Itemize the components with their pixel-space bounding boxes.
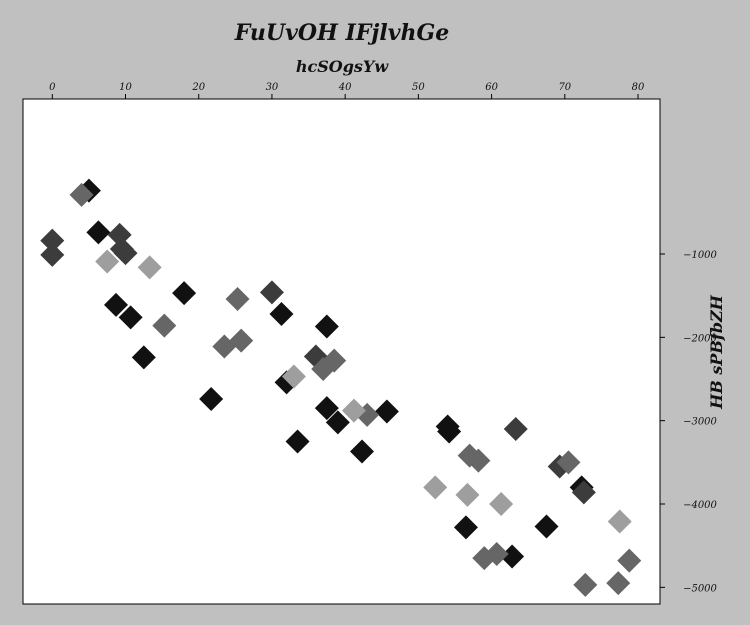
scatter-point	[199, 387, 224, 411]
y-axis-label: HB sPBfbZH	[707, 294, 726, 410]
chart-title: FuUvOH IFjlvhGe	[234, 20, 450, 46]
scatter-point	[556, 450, 581, 475]
y-tick-label: −4000	[683, 500, 717, 511]
y-tick-label: −3000	[683, 417, 717, 428]
x-axis-label: hcSOgsYw	[296, 57, 389, 76]
scatter-point	[225, 287, 250, 311]
scatter-point	[229, 328, 254, 353]
scatter-point	[571, 480, 596, 505]
scatter-point	[103, 292, 128, 317]
scatter-point	[325, 410, 350, 435]
scatter-point	[40, 242, 65, 267]
scatter-point	[607, 509, 632, 534]
scatter-point	[534, 514, 559, 539]
scatter-point	[152, 313, 177, 338]
scatter-point	[285, 429, 310, 454]
scatter-point	[484, 542, 509, 566]
x-tick-label: 10	[119, 82, 132, 93]
scatter-point	[113, 241, 138, 266]
scatter-point	[95, 249, 120, 274]
x-tick-label: 80	[632, 82, 645, 93]
data-points	[40, 178, 642, 597]
scatter-point	[314, 396, 339, 421]
scatter-point	[437, 419, 462, 444]
scatter-point	[259, 280, 284, 305]
x-tick-label: 30	[266, 82, 279, 93]
x-axis: 0 10 20 30 40 50 60 70 80	[49, 82, 645, 99]
scatter-point	[606, 571, 631, 596]
scatter-point	[374, 399, 399, 424]
x-tick-label: 0	[49, 82, 56, 93]
x-tick-label: 60	[485, 82, 498, 93]
scatter-point	[350, 439, 375, 464]
x-tick-label: 70	[558, 82, 571, 93]
x-tick-label: 20	[191, 82, 205, 93]
scatter-point	[466, 448, 491, 473]
x-tick-label: 40	[338, 82, 352, 93]
scatter-point	[453, 515, 478, 540]
scatter-point	[617, 548, 642, 573]
scatter-point	[455, 482, 480, 507]
scatter-point	[503, 417, 528, 441]
scatter-point	[489, 492, 514, 516]
y-tick-label: −5000	[683, 583, 717, 594]
scatter-point	[573, 572, 598, 597]
scatter-point	[172, 281, 197, 306]
scatter-point	[341, 398, 366, 423]
y-tick-label: −2000	[683, 333, 717, 344]
scatter-point	[69, 182, 94, 207]
plot-area	[22, 98, 661, 605]
scatter-point	[322, 348, 347, 373]
scatter-point	[281, 364, 306, 389]
scatter-point	[500, 544, 525, 569]
scatter-point	[86, 220, 111, 245]
scatter-point	[269, 302, 294, 326]
scatter-point	[131, 345, 156, 370]
scatter-point	[40, 228, 65, 253]
y-axis: −1000 −2000 −3000 −4000 −5000	[660, 250, 718, 594]
scatter-point	[314, 314, 339, 339]
scatter-point	[137, 255, 162, 280]
scatter-point	[423, 475, 448, 500]
x-tick-label: 50	[412, 82, 425, 93]
y-tick-label: −1000	[683, 250, 717, 261]
scatter-point	[118, 305, 143, 330]
